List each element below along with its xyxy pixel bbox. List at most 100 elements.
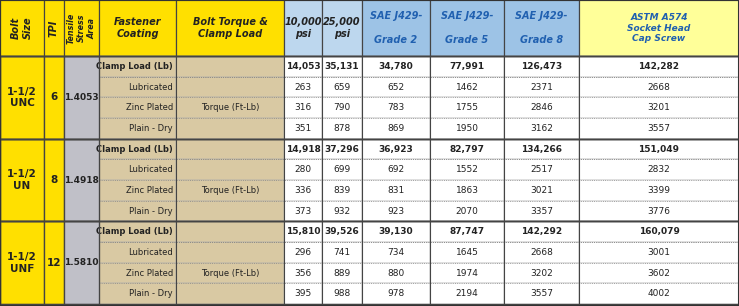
Text: 3202: 3202 (530, 269, 553, 278)
Bar (579, 97, 739, 118)
Bar (579, 139, 739, 159)
Text: 12: 12 (47, 258, 61, 268)
Text: 3162: 3162 (530, 124, 553, 133)
Text: 741: 741 (333, 248, 350, 257)
Text: 790: 790 (333, 103, 350, 112)
Bar (430, 0, 504, 56)
Text: 35,131: 35,131 (324, 62, 359, 71)
Text: 126,473: 126,473 (521, 62, 562, 71)
Bar (579, 201, 739, 221)
Bar (99, 0, 176, 56)
Bar (430, 283, 504, 304)
Bar (362, 242, 430, 263)
Bar (284, 97, 322, 118)
Text: 14,918: 14,918 (285, 144, 321, 154)
Bar (99, 139, 176, 159)
Text: 3021: 3021 (530, 186, 553, 195)
Text: 77,991: 77,991 (449, 62, 485, 71)
Bar (430, 159, 504, 180)
Bar (430, 139, 504, 159)
Bar (44, 221, 64, 304)
Bar (284, 56, 322, 77)
Bar (322, 283, 362, 304)
Bar (362, 139, 430, 159)
Bar (176, 201, 284, 221)
Bar (362, 118, 430, 139)
Text: Torque (Ft-Lb): Torque (Ft-Lb) (201, 103, 259, 112)
Text: Bolt Torque &
Clamp Load: Bolt Torque & Clamp Load (193, 17, 268, 39)
Bar (430, 221, 504, 242)
Bar (176, 180, 284, 201)
Text: Clamp Load (Lb): Clamp Load (Lb) (96, 62, 173, 71)
Bar (0, 0, 44, 56)
Bar (362, 180, 430, 201)
Text: 3357: 3357 (530, 207, 553, 215)
Text: 160,079: 160,079 (638, 227, 679, 236)
Text: 8: 8 (50, 175, 58, 185)
Bar (579, 0, 739, 56)
Text: Bolt
Size: Bolt Size (11, 17, 33, 39)
Bar (284, 0, 322, 56)
Bar (99, 263, 176, 283)
Bar (44, 56, 64, 139)
Text: 39,130: 39,130 (378, 227, 413, 236)
Bar (322, 180, 362, 201)
Bar (362, 221, 430, 242)
Bar (504, 97, 579, 118)
Text: 25,000
psi: 25,000 psi (323, 17, 361, 39)
Bar (430, 77, 504, 97)
Bar (0, 139, 739, 221)
Bar (176, 263, 284, 283)
Text: 699: 699 (333, 165, 350, 174)
Text: 923: 923 (387, 207, 404, 215)
Text: 1-1/2
UNC: 1-1/2 UNC (7, 87, 37, 108)
Bar (504, 159, 579, 180)
Bar (0, 56, 739, 139)
Bar (430, 242, 504, 263)
Bar (504, 56, 579, 77)
Bar (284, 139, 322, 159)
Text: 1.5810: 1.5810 (64, 258, 99, 267)
Text: 1-1/2
UN: 1-1/2 UN (7, 169, 37, 191)
Bar (176, 97, 284, 118)
Text: TPI: TPI (49, 19, 59, 37)
Bar (64, 0, 99, 56)
Bar (430, 97, 504, 118)
Text: Lubricated: Lubricated (129, 165, 173, 174)
Text: 978: 978 (387, 289, 405, 298)
Bar (362, 77, 430, 97)
Bar (362, 159, 430, 180)
Bar (99, 201, 176, 221)
Text: 988: 988 (333, 289, 350, 298)
Text: Plain - Dry: Plain - Dry (129, 207, 173, 215)
Text: 34,780: 34,780 (378, 62, 413, 71)
Bar (579, 56, 739, 77)
Bar (322, 242, 362, 263)
Bar (430, 56, 504, 77)
Bar (579, 242, 739, 263)
Text: 932: 932 (333, 207, 350, 215)
Bar (322, 159, 362, 180)
Text: 4002: 4002 (647, 289, 670, 298)
Text: 2668: 2668 (647, 83, 670, 91)
Text: 15,810: 15,810 (286, 227, 320, 236)
Text: 395: 395 (294, 289, 312, 298)
Text: 10,000
psi: 10,000 psi (285, 17, 321, 39)
Text: 356: 356 (294, 269, 312, 278)
Text: 3001: 3001 (647, 248, 670, 257)
Bar (322, 118, 362, 139)
Text: Lubricated: Lubricated (129, 248, 173, 257)
Text: 652: 652 (387, 83, 404, 91)
Text: 1755: 1755 (455, 103, 478, 112)
Text: Plain - Dry: Plain - Dry (129, 289, 173, 298)
Bar (284, 242, 322, 263)
Bar (99, 221, 176, 242)
Text: Clamp Load (Lb): Clamp Load (Lb) (96, 144, 173, 154)
Bar (322, 97, 362, 118)
Bar (99, 118, 176, 139)
Text: 296: 296 (294, 248, 312, 257)
Text: Zinc Plated: Zinc Plated (126, 269, 173, 278)
Text: 3399: 3399 (647, 186, 670, 195)
Bar (322, 139, 362, 159)
Bar (64, 56, 99, 139)
